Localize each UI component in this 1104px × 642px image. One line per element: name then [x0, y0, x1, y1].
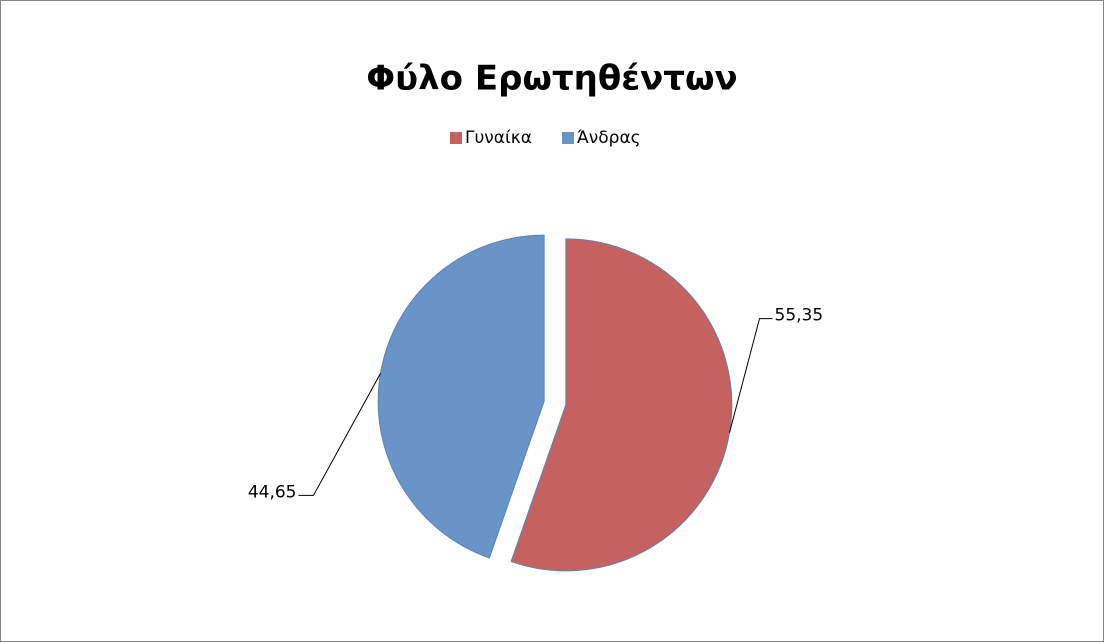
legend-swatch [450, 132, 462, 144]
legend-label: Γυναίκα [465, 128, 532, 148]
data-label: 44,65 [248, 482, 297, 502]
data-label: 55,35 [775, 306, 824, 326]
legend-swatch [562, 132, 574, 144]
pie-slice [377, 234, 545, 559]
legend-label: Άνδρας [577, 128, 641, 148]
leader-line [729, 318, 773, 433]
chart-title: Φύλο Ερωτηθέντων [366, 59, 737, 99]
leader-line [298, 373, 381, 496]
